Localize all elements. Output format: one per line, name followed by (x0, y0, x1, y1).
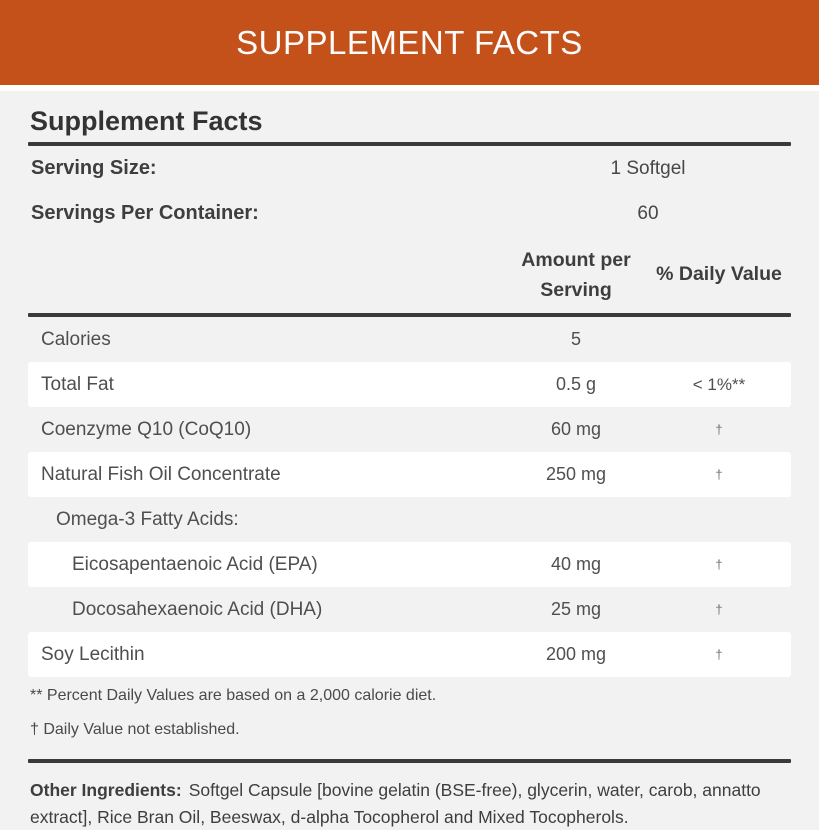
ingredient-name: Docosahexaenoic Acid (DHA) (72, 598, 323, 620)
serving-size-row: Serving Size: 1 Softgel (28, 146, 791, 191)
ingredient-name: Total Fat (41, 373, 114, 395)
other-ingredients: Other Ingredients: Softgel Capsule [bovin… (28, 777, 791, 830)
ingredient-amount: 5 (570, 329, 581, 349)
ingredient-daily-value: < 1%** (692, 374, 746, 394)
table-row-omega3-group: Omega-3 Fatty Acids: (28, 497, 791, 542)
serving-size-value: 1 Softgel (610, 157, 686, 179)
column-header-daily-value: % Daily Value (656, 263, 782, 285)
ingredient-name: Calories (41, 328, 111, 350)
footnote-dagger: † Daily Value not established. (30, 721, 240, 738)
ingredient-amount: 25 mg (550, 599, 602, 619)
servings-per-container-value: 60 (637, 202, 659, 224)
table-row-coq10: Coenzyme Q10 (CoQ10) 60 mg † (28, 407, 791, 452)
table-row-calories: Calories 5 (28, 317, 791, 362)
other-ingredients-text: Softgel Capsule [bovine gelatin (BSE-fre… (30, 780, 761, 827)
ingredient-name: Natural Fish Oil Concentrate (41, 463, 281, 485)
divider (28, 313, 791, 317)
table-row-soy-lecithin: Soy Lecithin 200 mg † (28, 632, 791, 677)
column-header-amount: Amount per Serving (521, 248, 631, 301)
supplement-facts-banner: SUPPLEMENT FACTS (0, 0, 819, 85)
servings-per-container-label: Servings Per Container: (31, 202, 259, 224)
ingredient-name: Coenzyme Q10 (CoQ10) (41, 418, 252, 440)
ingredient-amount: 200 mg (545, 644, 607, 664)
ingredient-daily-value: † (715, 602, 723, 617)
ingredient-name: Eicosapentaenoic Acid (EPA) (72, 553, 318, 575)
ingredient-daily-value: † (715, 422, 723, 437)
banner-title: SUPPLEMENT FACTS (236, 23, 583, 61)
table-row-fish-oil: Natural Fish Oil Concentrate 250 mg † (28, 452, 791, 497)
panel-title: Supplement Facts (30, 106, 263, 136)
ingredient-daily-value: † (715, 557, 723, 572)
table-column-headers: Amount per Serving % Daily Value (28, 236, 791, 313)
ingredient-daily-value: † (715, 647, 723, 662)
supplement-facts-panel: Supplement Facts Serving Size: 1 Softgel… (0, 91, 819, 830)
table-row-epa: Eicosapentaenoic Acid (EPA) 40 mg † (28, 542, 791, 587)
ingredient-amount: 40 mg (550, 554, 602, 574)
other-ingredients-label: Other Ingredients: (30, 780, 182, 800)
ingredient-amount: 60 mg (550, 419, 602, 439)
divider (28, 142, 791, 146)
footnote-daily-values: ** Percent Daily Values are based on a 2… (30, 687, 437, 704)
footnotes: ** Percent Daily Values are based on a 2… (28, 677, 791, 757)
ingredient-amount: 0.5 g (555, 374, 597, 394)
ingredient-amount: 250 mg (545, 464, 607, 484)
servings-per-container-row: Servings Per Container: 60 (28, 191, 791, 236)
divider (28, 759, 791, 763)
ingredient-name: Soy Lecithin (41, 643, 145, 665)
table-row-total-fat: Total Fat 0.5 g < 1%** (28, 362, 791, 407)
serving-size-label: Serving Size: (31, 157, 157, 179)
ingredient-daily-value: † (715, 467, 723, 482)
table-row-dha: Docosahexaenoic Acid (DHA) 25 mg † (28, 587, 791, 632)
ingredient-name: Omega-3 Fatty Acids: (56, 508, 239, 530)
